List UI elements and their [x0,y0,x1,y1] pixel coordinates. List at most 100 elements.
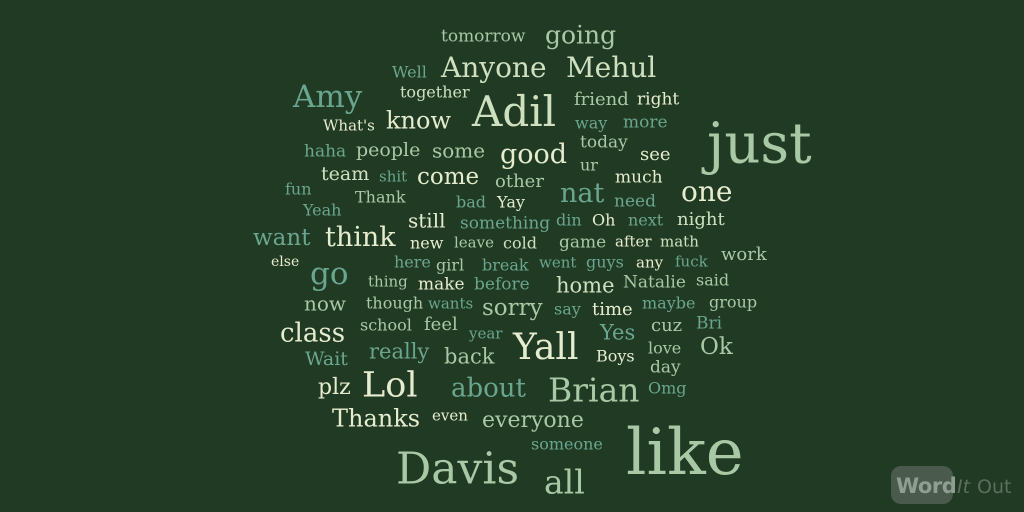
word-though: though [366,293,424,313]
word-want: want [253,225,311,252]
word-time: time [592,298,633,320]
word-like: like [626,416,744,491]
word-tomorrow: tomorrow [441,26,526,47]
word-said: said [696,270,730,290]
word-thing: thing [368,272,408,291]
word-anyone: Anyone [441,51,547,85]
word-went: went [539,253,577,272]
word-oh: Oh [592,210,616,230]
word-here: here [394,252,431,272]
word-any: any [636,253,664,272]
word-amy: Amy [293,78,363,115]
word-other: other [495,170,544,192]
word-omg: Omg [648,378,687,398]
word-someone: someone [531,434,603,454]
word-nat: nat [560,177,605,209]
word-now: now [304,291,347,316]
word-group: group [709,292,758,312]
word-thanks: Thanks [332,404,421,433]
word-math: math [660,232,699,251]
word-way: way [575,113,608,133]
word-natalie: Natalie [623,272,686,293]
word-still: still [408,208,446,233]
word-home: home [556,273,615,298]
word-say: say [554,299,581,319]
logo-word-text: Word [896,474,957,498]
word-come: come [417,164,480,191]
word-game: game [559,232,607,253]
word-class: class [280,318,346,349]
word-work: work [721,243,767,265]
word-davis: Davis [396,443,520,495]
word-ur: ur [580,155,598,175]
word-yes: Yes [600,320,636,345]
word-make: make [418,274,465,295]
word-din: din [556,210,582,230]
word-thank: Thank [355,187,406,207]
word-fun: fun [285,179,312,199]
word-feel: feel [424,313,458,335]
word-plz: plz [318,374,351,400]
word-something: something [460,213,551,234]
word-everyone: everyone [482,407,584,433]
word-new: new [410,233,444,253]
word-team: team [321,163,370,186]
word-boys: Boys [596,346,635,366]
word-back: back [444,344,495,369]
wordle-logo: Word It Out [891,466,1021,506]
logo-it-text: It [957,476,971,498]
word-leave: leave [454,233,494,252]
word-guys: guys [586,252,624,272]
word-together: together [400,82,470,102]
word-cuz: cuz [651,314,683,336]
word-cold: cold [503,233,537,253]
logo-out-text: Out [977,476,1012,498]
word-just: just [707,111,812,177]
word-maybe: maybe [642,293,696,313]
word-even: even [432,406,468,425]
word-mehul: Mehul [566,51,657,85]
word-yeah: Yeah [303,200,342,220]
word-need: need [614,191,656,212]
word-wait: Wait [305,348,348,371]
word-day: day [650,357,681,378]
word-next: next [628,210,664,230]
word-really: really [369,339,430,364]
word-year: year [469,324,503,343]
word-more: more [623,112,668,133]
word-else: else [271,254,300,271]
word-yall: Yall [513,326,579,368]
word-break: break [482,255,529,275]
word-know: know [386,106,451,135]
word-after: after [615,232,652,251]
word-going: going [545,20,617,50]
word-school: school [360,315,412,335]
word-friend: friend [574,88,629,110]
word-adil: Adil [472,87,557,137]
word-well: Well [392,62,427,82]
word-haha: haha [304,141,347,162]
word-before: before [474,274,530,295]
logo-badge [891,466,953,504]
word-go: go [310,255,349,292]
word-what-s: What's [323,116,375,135]
word-think: think [325,221,396,253]
word-fuck: fuck [675,252,708,271]
word-people: people [356,139,421,162]
word-sorry: sorry [482,295,543,322]
word-all: all [544,462,585,502]
word-ok: Ok [700,334,733,361]
word-wants: wants [428,294,474,313]
word-good: good [500,138,568,170]
word-some: some [432,138,486,163]
word-today: today [580,132,628,153]
word-love: love [648,338,682,358]
word-lol: Lol [362,365,418,406]
word-right: right [637,89,680,110]
word-about: about [451,373,526,404]
word-one: one [681,175,733,209]
word-girl: girl [436,255,465,275]
word-bad: bad [456,192,487,212]
word-shit: shit [379,167,408,186]
